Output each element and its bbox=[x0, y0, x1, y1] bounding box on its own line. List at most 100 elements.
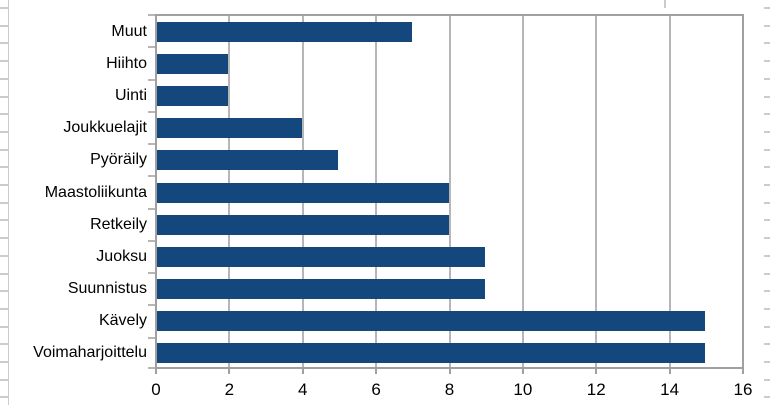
category-label: Juoksu bbox=[96, 247, 147, 265]
y-axis-tick-mark bbox=[148, 336, 155, 339]
sheet-row-line bbox=[0, 42, 8, 44]
bar-kävely[interactable] bbox=[157, 310, 706, 331]
x-axis-tick-mark bbox=[742, 369, 744, 374]
bar-juoksu[interactable] bbox=[157, 246, 486, 267]
sheet-row-line bbox=[0, 7, 8, 9]
gridline bbox=[595, 14, 598, 369]
bar-uinti[interactable] bbox=[157, 86, 229, 107]
sheet-row-line bbox=[0, 379, 8, 381]
x-tick-label: 6 bbox=[371, 380, 381, 399]
category-label: Maastoliikunta bbox=[44, 183, 147, 201]
x-tick-label: 10 bbox=[513, 380, 533, 399]
category-label: Joukkuelajit bbox=[63, 119, 147, 137]
sheet-row-line bbox=[764, 379, 770, 381]
sheet-row-line bbox=[764, 149, 770, 151]
gridline bbox=[448, 14, 451, 369]
sheet-row-line bbox=[0, 96, 8, 98]
sheet-row-line bbox=[764, 361, 770, 363]
sheet-row-line bbox=[0, 166, 8, 168]
sheet-row-line bbox=[0, 273, 8, 275]
sheet-row-line bbox=[0, 237, 8, 239]
bar-suunnistus[interactable] bbox=[157, 278, 486, 299]
x-tick-label: 12 bbox=[586, 380, 606, 399]
bar-voimaharjoittelu[interactable] bbox=[157, 342, 706, 363]
bar-hiihto[interactable] bbox=[157, 54, 229, 75]
x-tick-label: 2 bbox=[224, 380, 235, 399]
sheet-row-line bbox=[0, 343, 8, 345]
sheet-row-line bbox=[764, 78, 770, 80]
sheet-row-line bbox=[0, 113, 8, 115]
y-axis-tick-mark bbox=[148, 304, 155, 307]
sheet-row-line bbox=[0, 361, 8, 363]
sheet-row-line bbox=[0, 396, 8, 398]
sheet-row-line bbox=[0, 219, 8, 221]
x-axis-tick-mark bbox=[228, 369, 231, 374]
category-label: Pyöräily bbox=[90, 151, 147, 169]
sheet-row-line bbox=[764, 7, 770, 9]
sheet-row-line bbox=[764, 396, 770, 398]
plot-frame-line bbox=[155, 14, 157, 369]
y-axis-tick-mark bbox=[148, 46, 155, 49]
bar-retkeily[interactable] bbox=[157, 214, 449, 235]
sheet-row-line bbox=[764, 42, 770, 44]
x-tick-label: 14 bbox=[660, 380, 680, 399]
sheet-row-line bbox=[0, 255, 8, 257]
sheet-row-line bbox=[0, 290, 8, 292]
sheet-row-line bbox=[764, 113, 770, 115]
sheet-row-line bbox=[764, 25, 770, 27]
y-axis-tick-mark bbox=[148, 207, 155, 210]
x-axis-tick-mark bbox=[521, 369, 524, 374]
x-axis-tick-mark bbox=[155, 369, 157, 374]
sheet-row-line bbox=[0, 308, 8, 310]
sheet-row-line bbox=[0, 326, 8, 328]
sheet-row-line bbox=[764, 237, 770, 239]
category-label: Uinti bbox=[114, 87, 147, 105]
bar-joukkuelajit[interactable] bbox=[157, 118, 302, 139]
sheet-row-line bbox=[764, 343, 770, 345]
category-label: Voimaharjoittelu bbox=[33, 343, 147, 361]
gridline bbox=[668, 14, 671, 369]
sheet-row-line bbox=[0, 184, 8, 186]
y-axis-tick-mark bbox=[148, 272, 155, 275]
x-axis-tick-mark bbox=[668, 369, 671, 374]
sheet-row-line bbox=[764, 166, 770, 168]
x-tick-label: 4 bbox=[298, 380, 308, 399]
sheet-row-line bbox=[764, 219, 770, 221]
sheet-row-line bbox=[0, 149, 8, 151]
sheet-row-line bbox=[764, 290, 770, 292]
sheet-row-line bbox=[764, 131, 770, 133]
x-tick-label: 16 bbox=[733, 380, 753, 399]
x-tick-label: 8 bbox=[444, 380, 455, 399]
category-label: Muut bbox=[111, 23, 147, 41]
x-tick-label: 0 bbox=[151, 380, 161, 399]
sheet-row-line bbox=[764, 184, 770, 186]
sheet-row-line bbox=[764, 255, 770, 257]
sheet-row-line bbox=[0, 131, 8, 133]
bar-muut[interactable] bbox=[157, 22, 412, 43]
x-axis-tick-mark bbox=[301, 369, 304, 374]
sheet-row-line bbox=[0, 202, 8, 204]
sheet-row-line bbox=[0, 78, 8, 80]
y-axis-tick-mark bbox=[148, 175, 155, 178]
x-axis-tick-mark bbox=[375, 369, 378, 374]
sheet-row-line bbox=[764, 308, 770, 310]
sheet-column-border-left bbox=[8, 0, 9, 405]
y-axis-tick-mark bbox=[148, 239, 155, 242]
category-label: Suunnistus bbox=[67, 279, 147, 297]
bar-pyöräily[interactable] bbox=[157, 150, 339, 171]
x-axis-tick-mark bbox=[448, 369, 451, 374]
y-axis-tick-mark bbox=[148, 78, 155, 81]
sheet-row-line bbox=[764, 60, 770, 62]
sheet-row-line bbox=[0, 25, 8, 27]
plot-frame-line bbox=[155, 14, 744, 16]
sheet-row-line bbox=[764, 273, 770, 275]
bar-maastoliikunta[interactable] bbox=[157, 182, 449, 203]
category-label: Kävely bbox=[98, 311, 147, 329]
sheet-row-line bbox=[0, 60, 8, 62]
sheet-row-line bbox=[764, 326, 770, 328]
x-axis-tick-mark bbox=[595, 369, 598, 374]
y-axis-tick-mark bbox=[148, 143, 155, 146]
